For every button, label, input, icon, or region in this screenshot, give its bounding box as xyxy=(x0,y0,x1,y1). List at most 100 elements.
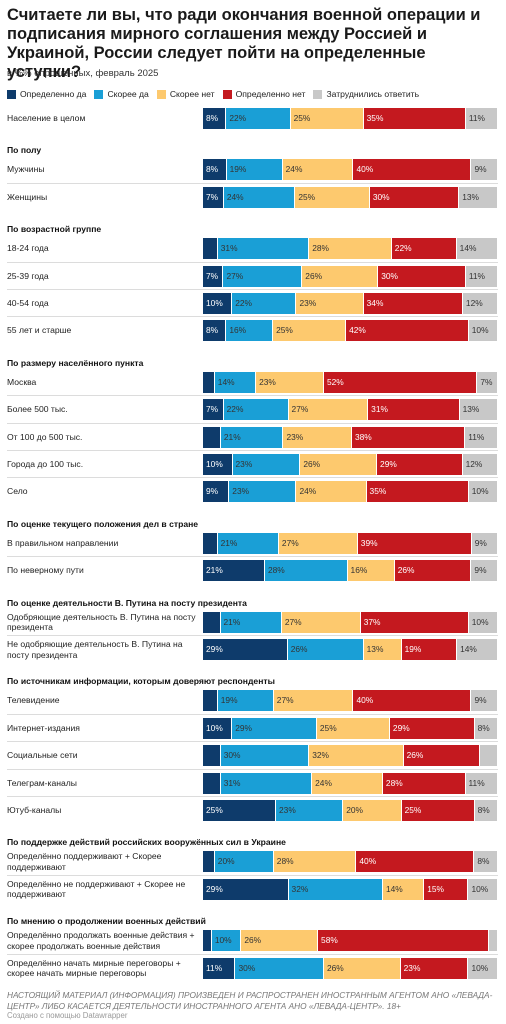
legend-item: Определенно да xyxy=(7,89,86,99)
bar-segment: 9% xyxy=(471,159,498,181)
data-label: 10% xyxy=(471,616,489,627)
row-label: Определённо продолжать военные действия … xyxy=(7,930,195,951)
bar-segment: 23% xyxy=(232,454,301,475)
data-label: 27% xyxy=(291,404,309,415)
data-label: 35% xyxy=(366,113,384,123)
bar-segment: 40% xyxy=(353,159,472,181)
bar-segment xyxy=(203,238,218,260)
bar-row: 21% 27% 39% 9% xyxy=(203,532,498,554)
data-label: 23% xyxy=(235,459,253,469)
bar-segment: 7% xyxy=(203,265,224,287)
bar-segment xyxy=(203,930,212,952)
data-label: 35% xyxy=(369,486,387,497)
bar-segment: 19% xyxy=(226,159,283,181)
bar-row: 10% 26% 58% xyxy=(203,930,498,952)
row-label: 18-24 года xyxy=(7,243,49,254)
data-label: 25% xyxy=(298,191,316,202)
data-label: 28% xyxy=(385,777,403,788)
data-label: 9% xyxy=(206,486,219,497)
data-label: 11% xyxy=(468,270,485,281)
bar-segment: 27% xyxy=(288,399,369,421)
legend-label: Определенно да xyxy=(20,89,87,99)
chart-title: Считаете ли вы, что ради окончания военн… xyxy=(7,6,481,81)
bar-segment xyxy=(203,426,221,448)
data-label: 23% xyxy=(403,962,421,973)
bar-segment: 10% xyxy=(468,320,498,342)
row-label: Определённо не поддерживают + Скорее не … xyxy=(7,878,186,900)
row-label: Города до 100 тыс. xyxy=(7,459,84,469)
bar-segment: 28% xyxy=(382,772,466,794)
data-label: 9% xyxy=(474,537,487,548)
row-separator xyxy=(7,796,498,797)
bar-segment: 8% xyxy=(203,320,227,342)
data-label: 30% xyxy=(372,191,390,202)
bar-segment xyxy=(480,745,498,767)
row-label: 55 лет и старше xyxy=(7,325,72,336)
row-separator xyxy=(7,182,498,184)
bar-row: 20% 28% 40% 8% xyxy=(203,851,498,873)
data-label: 30% xyxy=(223,750,241,761)
bar-segment: 42% xyxy=(346,320,469,342)
data-label: 16% xyxy=(350,565,368,576)
data-label: 27% xyxy=(281,537,299,548)
data-label: 8% xyxy=(206,113,219,123)
bar-row: 19% 27% 40% 9% xyxy=(203,690,498,712)
bar-segment: 7% xyxy=(203,399,224,421)
bar-segment: 34% xyxy=(363,293,463,314)
bar-segment: 14% xyxy=(457,639,498,660)
bar-segment: 9% xyxy=(471,532,498,554)
legend-swatch xyxy=(313,89,323,99)
bar-segment: 22% xyxy=(232,293,297,314)
row-label: Определённо поддерживают + Скорее поддер… xyxy=(7,851,162,872)
bar-segment: 39% xyxy=(357,532,472,554)
bar-segment: 22% xyxy=(391,238,457,260)
row-separator xyxy=(7,422,498,424)
bar-row: 9% 23% 24% 35% 10% xyxy=(203,481,498,503)
bar-segment: 21% xyxy=(203,560,265,582)
bar-segment: 23% xyxy=(283,426,352,448)
data-label: 13% xyxy=(462,404,480,415)
data-label: 24% xyxy=(299,486,317,497)
data-label: 31% xyxy=(371,404,388,415)
data-label: 26% xyxy=(397,565,415,576)
bar-segment: 7% xyxy=(477,371,498,393)
row-label: По неверному пути xyxy=(7,565,84,576)
bar-row: 29% 32% 14% 15% 10% xyxy=(203,878,498,900)
data-label: 9% xyxy=(474,164,487,175)
data-label: 58% xyxy=(321,935,338,946)
data-label: 9% xyxy=(474,565,487,576)
bar-segment: 23% xyxy=(296,293,364,314)
chart-subtitle: в %% опрошенных, февраль 2025 xyxy=(7,68,159,79)
data-label: 32% xyxy=(291,883,309,894)
bar-row: 21% 23% 38% 11% xyxy=(203,426,498,448)
bar-segment: 22% xyxy=(226,108,291,129)
row-separator xyxy=(7,289,498,290)
data-label: 30% xyxy=(238,962,256,973)
data-label: 7% xyxy=(206,404,219,415)
bar-segment: 27% xyxy=(281,611,361,633)
bar-segment: 26% xyxy=(302,265,379,287)
bar-row: 21% 28% 16% 26% 9% xyxy=(203,560,498,582)
data-label: 13% xyxy=(462,191,479,202)
bar-segment: 25% xyxy=(401,800,475,821)
bar-segment: 14% xyxy=(382,878,425,900)
bar-segment: 25% xyxy=(290,108,364,129)
bar-row: 14% 23% 52% 7% xyxy=(203,371,498,393)
row-label: Село xyxy=(7,486,28,497)
bar-segment: 20% xyxy=(343,800,402,821)
data-label: 8% xyxy=(206,164,219,175)
bar-row: 10% 23% 26% 29% 12% xyxy=(203,454,498,475)
data-label: 8% xyxy=(477,805,490,815)
bar-segment: 8% xyxy=(474,800,498,821)
data-label: 52% xyxy=(326,376,344,387)
bar-segment: 29% xyxy=(232,717,317,739)
data-label: 19% xyxy=(229,164,247,175)
data-label: 14% xyxy=(460,644,477,654)
bar-segment: 31% xyxy=(217,238,310,260)
bar-segment: 35% xyxy=(363,108,466,129)
row-label: Москва xyxy=(7,376,37,387)
data-label: 11% xyxy=(468,431,485,442)
bar-row: 25% 23% 20% 25% 8% xyxy=(203,800,498,821)
data-label: 28% xyxy=(276,856,294,867)
